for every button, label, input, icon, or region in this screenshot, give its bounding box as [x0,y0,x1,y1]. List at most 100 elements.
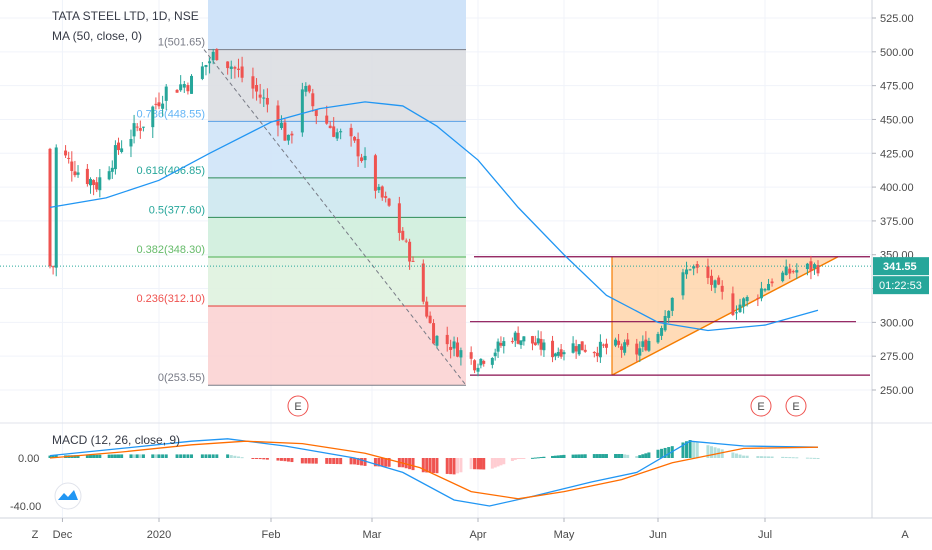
candle-body [553,353,557,357]
macd-histogram-bar [620,454,624,458]
candle-body [595,352,599,357]
macd-histogram-bar [92,454,96,458]
candle-body [211,51,215,61]
macd-histogram-bar [304,458,308,464]
fib-top-extension [208,0,466,50]
macd-histogram-bar [215,454,219,458]
macd-histogram-bar [179,454,183,458]
macd-histogram-bar [88,454,92,458]
macd-histogram-bar [421,458,425,473]
time-tick-label: Jul [758,529,772,541]
candle-body [363,155,367,161]
ma-50-line [49,101,819,332]
countdown-tag [873,276,929,295]
price-tick-label: 450.00 [880,114,914,126]
macd-histogram-bar [742,455,746,458]
fib-level-label: 0.236(312.10) [137,293,206,305]
candle-body [186,85,190,92]
macd-histogram-bar [328,458,332,464]
macd-histogram-bar [706,445,710,458]
macd-histogram-bar [781,456,785,458]
ascending-trendline [611,256,839,376]
candle-body [113,145,117,170]
macd-histogram-bar [380,458,384,467]
candle-body [200,66,204,79]
candle-body [459,350,463,358]
macd-histogram [48,440,820,475]
candle-body [731,293,735,315]
earnings-event-marker[interactable] [287,395,309,417]
candle-body [397,203,401,233]
macd-histogram-bar [571,454,575,458]
candle-body [279,122,283,129]
macd-histogram-bar [562,454,566,458]
candle-body [641,341,645,347]
candle-body [695,264,699,268]
time-tick-label: Feb [262,529,281,541]
candle-body [816,265,820,274]
candle-body [559,349,563,357]
macd-histogram-bar [373,458,377,467]
candle-body [384,196,388,198]
macd-histogram-bar [132,454,136,458]
macd-histogram-bar [445,458,449,474]
macd-histogram-bar [54,455,58,458]
macd-histogram-bar [469,458,473,470]
macd-histogram-bar [265,458,269,460]
macd-histogram-bar [73,455,77,458]
macd-histogram-bar [164,454,168,458]
zoom-reset-button[interactable]: Z [32,529,39,541]
earnings-event-marker[interactable] [785,395,807,417]
logo-mark [58,490,78,500]
macd-histogram-bar [356,458,360,465]
candle-body [706,266,710,278]
candle-body [182,84,186,88]
earnings-event-label: E [757,401,764,413]
candle-body [688,269,692,271]
candle-body [135,126,139,128]
candle-body [638,348,642,356]
macd-histogram-bar [533,457,537,459]
fib-level-label: 0.5(377.60) [149,204,205,216]
macd-histogram-bar [626,454,630,458]
macd-histogram-bar [681,442,685,458]
macd-histogram-bar [476,458,480,470]
candle-body [455,342,459,357]
price-tick-label: 250.00 [880,385,914,397]
candle-body [795,270,799,273]
candle-body [490,357,494,365]
candle-body [499,342,503,346]
candle-body [283,122,287,141]
candle-body [770,281,774,284]
macd-histogram-bar [745,455,749,458]
macd-histogram-bar [157,454,161,458]
candle-body [493,352,497,357]
price-tick-label: 425.00 [880,148,914,160]
macd-histogram-bar [641,454,645,458]
candle-body [356,138,360,157]
candle-body [685,269,689,275]
fib-level-label: 0.786(448.55) [137,108,206,120]
macd-histogram-bar [76,455,80,458]
macd-histogram-bar [496,458,500,467]
earnings-event-marker[interactable] [750,395,772,417]
macd-histogram-bar [595,454,599,458]
macd-histogram-bar [186,454,190,458]
macd-histogram-bar [667,447,671,458]
macd-histogram-bar [598,454,602,458]
auto-scale-button[interactable]: A [901,529,909,541]
bar-countdown: 01:22:53 [879,280,922,292]
macd-histogram-bar [577,454,581,458]
macd-histogram-bar [580,454,584,458]
macd-histogram-bar [738,454,742,458]
macd-histogram-bar [404,458,408,469]
fib-level-label: 0.382(348.30) [137,244,206,256]
macd-histogram-bar [490,458,494,469]
candle-body [435,335,439,346]
macd-histogram-bar [635,456,639,458]
candle-body [262,97,266,99]
macd-histogram-bar [428,458,432,473]
candle-body [120,148,124,152]
